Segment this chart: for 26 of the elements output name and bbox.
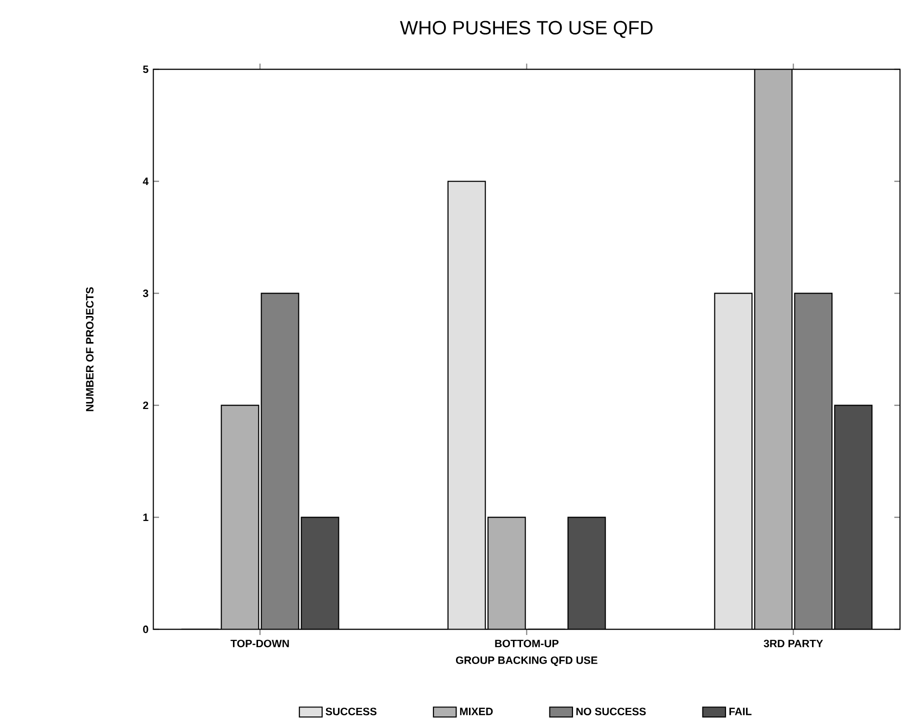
x-axis-title: GROUP BACKING QFD USE xyxy=(456,656,598,666)
bar xyxy=(260,293,300,630)
x-tick-label: BOTTOM-UP xyxy=(495,640,559,648)
x-tick-label: 3RD PARTY xyxy=(764,640,823,648)
bar xyxy=(794,293,833,630)
y-tick-label: 3 xyxy=(142,290,148,298)
bar xyxy=(754,70,793,630)
bar xyxy=(567,517,606,630)
y-tick-label: 1 xyxy=(143,514,148,522)
bar xyxy=(220,405,260,630)
legend-label: MIXED xyxy=(460,708,493,716)
legend-label: SUCCESS xyxy=(326,708,376,716)
y-tick-label: 0 xyxy=(143,626,148,634)
bar xyxy=(487,517,526,630)
bar xyxy=(714,293,753,630)
x-tick-label: TOP-DOWN xyxy=(230,640,289,648)
bar xyxy=(447,181,486,630)
chart-title: WHO PUSHES TO USE QFD xyxy=(400,21,653,38)
legend-label: FAIL xyxy=(729,708,752,716)
y-tick-label: 4 xyxy=(142,178,149,186)
y-tick-label: 5 xyxy=(143,66,148,74)
bar xyxy=(300,517,340,630)
legend-label: NO SUCCESS xyxy=(576,708,646,716)
bar xyxy=(834,405,873,630)
y-axis-title: NUMBER OF PROJECTS xyxy=(86,287,94,412)
y-tick-label: 2 xyxy=(143,402,148,410)
